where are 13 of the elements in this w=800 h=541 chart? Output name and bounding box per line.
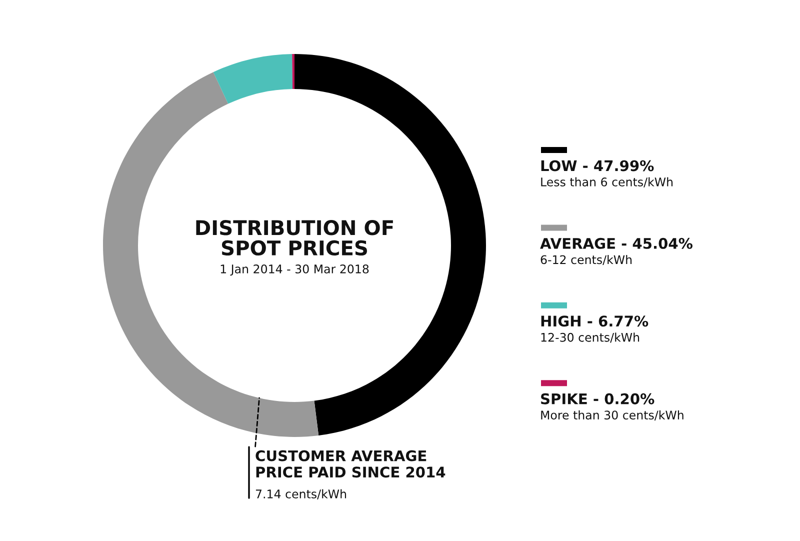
donut-slice (213, 54, 293, 104)
legend-label: HIGH - 6.77% (541, 316, 648, 327)
text: DISTRIBUTION OF SPOT PRICES (196, 220, 393, 256)
legend-label: AVERAGE - 45.04% (540, 238, 692, 249)
legend-label: LOW - 47.99% (541, 160, 654, 172)
text: 1 Jan 2014 - 30 Mar 2018 (220, 264, 369, 276)
text: 12-30 cents/kWh (541, 332, 640, 343)
text: More than 30 cents/kWh (541, 410, 684, 420)
text: 7.14 cents/kWh (256, 489, 346, 500)
text: 6-12 cents/kWh (540, 254, 632, 266)
legend-label: SPIKE - 0.20% (541, 393, 654, 404)
text: CUSTOMER AVERAGE PRICE PAID SINCE 2014 (256, 450, 446, 478)
text: Less than 6 cents/kWh (541, 177, 673, 188)
